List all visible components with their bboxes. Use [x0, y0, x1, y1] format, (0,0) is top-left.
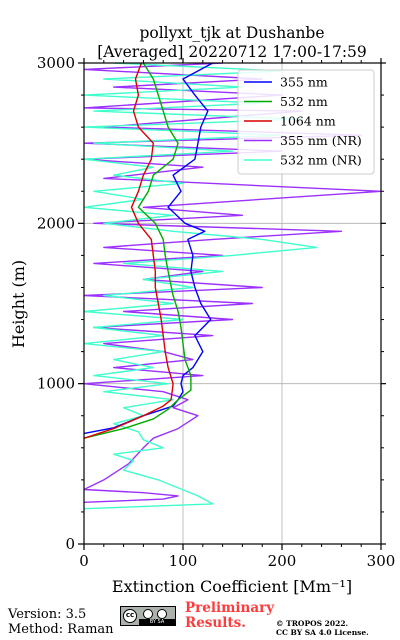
- series-line-1: [84, 63, 192, 439]
- method-text: Method: Raman: [8, 622, 114, 637]
- y-tick-label: 1000: [37, 375, 75, 393]
- y-axis-label: Height (m): [9, 260, 28, 348]
- x-tick-label: 200: [268, 552, 297, 570]
- x-tick-label: 0: [79, 552, 89, 570]
- series-line-2: [84, 63, 174, 439]
- series-line-0: [84, 63, 214, 435]
- legend-label-3: 355 nm (NR): [280, 133, 362, 148]
- by-icon: [143, 609, 153, 619]
- series-lines: [84, 63, 381, 510]
- y-tick-label: 2000: [37, 214, 75, 232]
- sa-icon: [157, 609, 167, 619]
- copyright-line-1: © TROPOS 2022.: [276, 619, 349, 628]
- copyright-notice: © TROPOS 2022. CC BY SA 4.0 License.: [276, 619, 369, 637]
- legend-label-2: 1064 nm: [280, 114, 336, 129]
- license-strip: BY SA: [139, 619, 175, 625]
- chart-title: pollyxt_tjk at Dushanbe: [139, 24, 324, 42]
- x-tick-label: 300: [367, 552, 396, 570]
- y-tick-label: 3000: [37, 54, 75, 72]
- legend-box: [237, 69, 375, 175]
- preliminary-line-2: Results.: [185, 615, 246, 631]
- legend-label-1: 532 nm: [280, 94, 328, 109]
- legend-label-0: 355 nm: [280, 75, 328, 90]
- plot-frame: [83, 62, 382, 545]
- series-line-3: [84, 63, 381, 503]
- version-text: Version: 3.5: [8, 607, 87, 622]
- cc-license-logo: cc BY SA: [120, 606, 176, 626]
- legend-label-4: 532 nm (NR): [280, 153, 362, 168]
- series-line-4: [84, 63, 318, 510]
- chart-subtitle: [Averaged] 20220712 17:00-17:59: [97, 43, 367, 61]
- y-tick-label: 0: [65, 535, 75, 553]
- legend: 355 nm 532 nm 1064 nm 355 nm (NR) 532 nm (NR…: [237, 69, 375, 175]
- cc-icon: cc: [123, 609, 137, 623]
- preliminary-line-1: Preliminary: [185, 600, 275, 616]
- copyright-line-2: CC BY SA 4.0 License.: [276, 628, 369, 637]
- x-tick-label: 100: [169, 552, 198, 570]
- preliminary-notice: Preliminary Results.: [185, 601, 274, 631]
- x-axis-label: Extinction Coefficient [Mm⁻¹]: [112, 577, 352, 596]
